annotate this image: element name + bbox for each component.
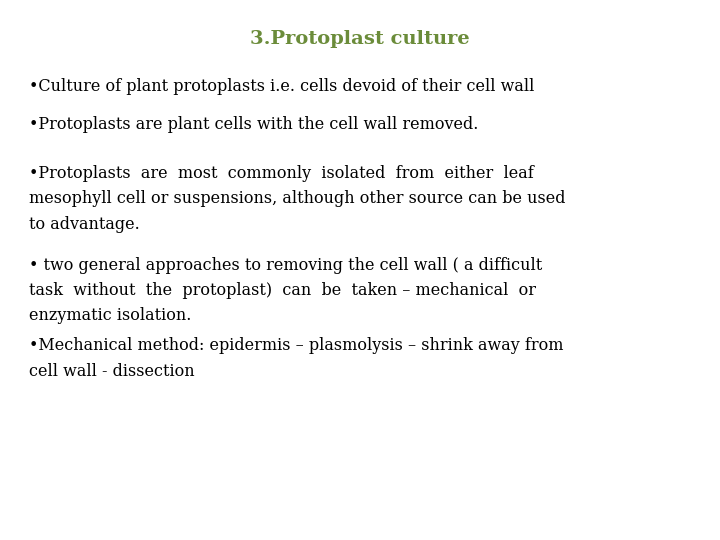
Text: •Protoplasts are plant cells with the cell wall removed.: •Protoplasts are plant cells with the ce… [29,116,478,133]
Text: 3.Protoplast culture: 3.Protoplast culture [250,30,470,48]
Text: •Mechanical method: epidermis – plasmolysis – shrink away from
cell wall - disse: •Mechanical method: epidermis – plasmoly… [29,338,563,380]
Text: •Culture of plant protoplasts i.e. cells devoid of their cell wall: •Culture of plant protoplasts i.e. cells… [29,78,534,95]
Text: •Protoplasts  are  most  commonly  isolated  from  either  leaf
mesophyll cell o: •Protoplasts are most commonly isolated … [29,165,565,233]
Text: • two general approaches to removing the cell wall ( a difficult
task  without  : • two general approaches to removing the… [29,256,542,325]
